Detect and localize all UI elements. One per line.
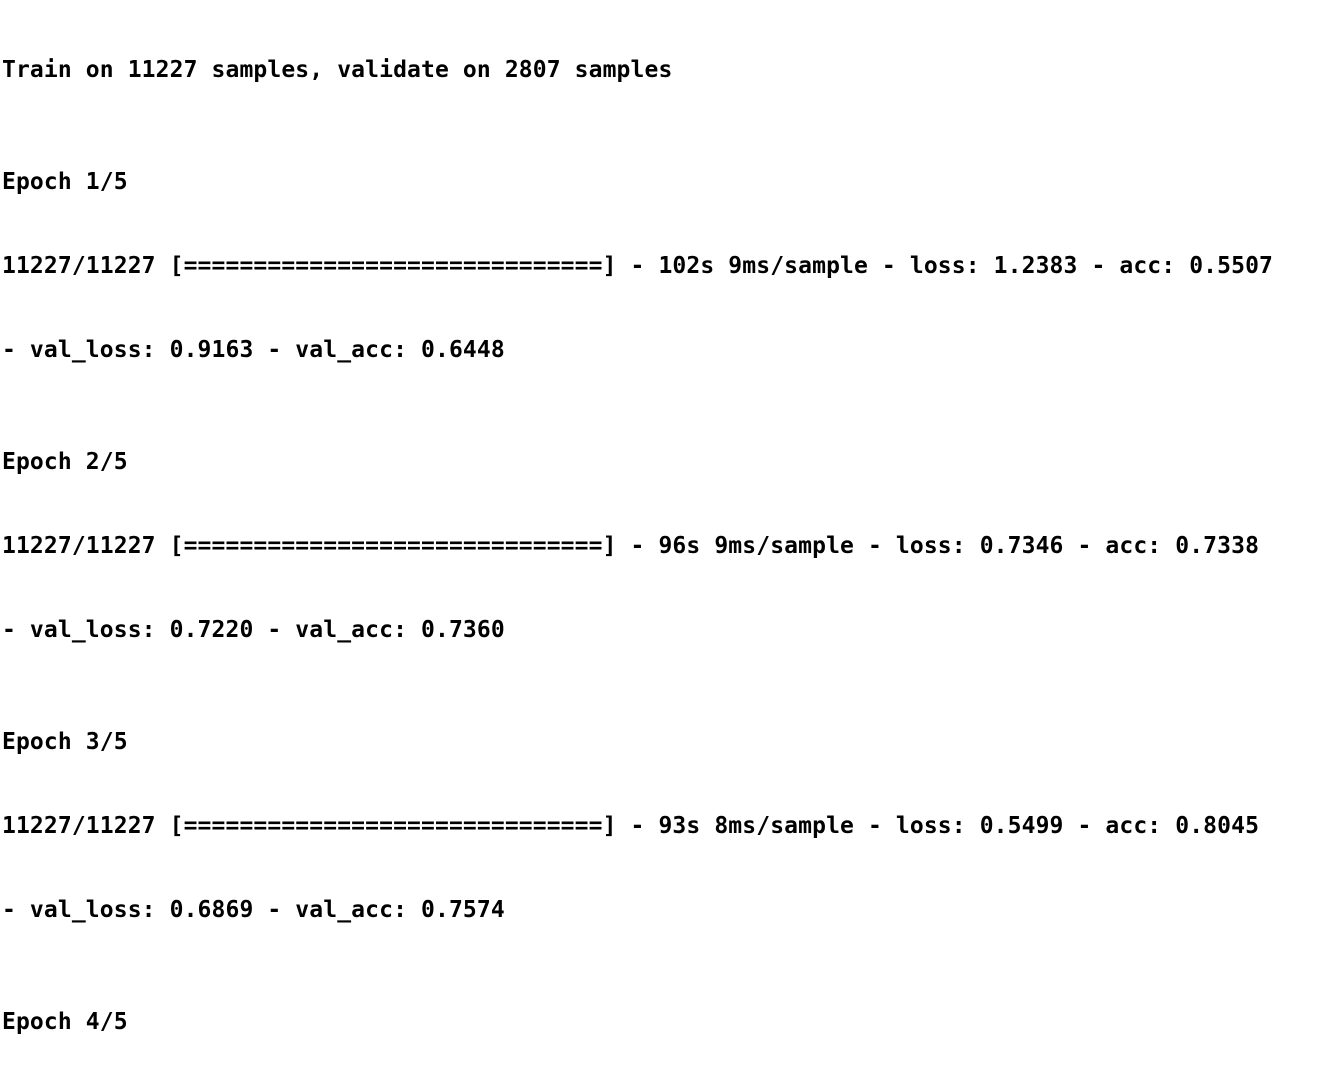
epoch-progress-line: 11227/11227 [===========================… [2, 813, 1260, 839]
epoch-header: Epoch 4/5 [2, 1009, 128, 1035]
epoch-header: Epoch 1/5 [2, 169, 128, 195]
epoch-validation-line: - val_loss: 0.9163 - val_acc: 0.6448 [2, 337, 505, 363]
training-intro-line: Train on 11227 samples, validate on 2807… [2, 57, 673, 83]
epoch-header: Epoch 3/5 [2, 729, 128, 755]
epoch-validation-line: - val_loss: 0.6869 - val_acc: 0.7574 [2, 897, 505, 923]
epoch-progress-line: 11227/11227 [===========================… [2, 253, 1274, 279]
epoch-validation-line: - val_loss: 0.7220 - val_acc: 0.7360 [2, 617, 505, 643]
epoch-header: Epoch 2/5 [2, 449, 128, 475]
epoch-progress-line: 11227/11227 [===========================… [2, 533, 1260, 559]
